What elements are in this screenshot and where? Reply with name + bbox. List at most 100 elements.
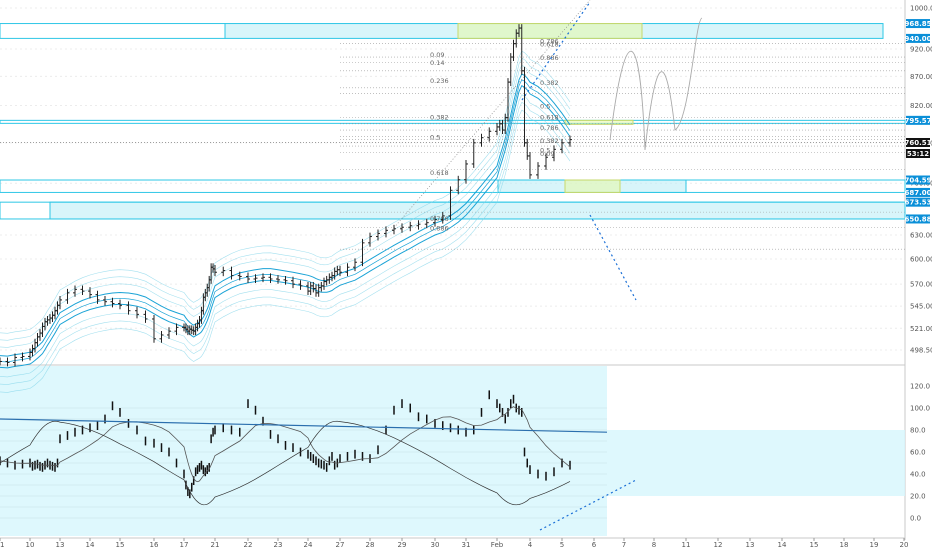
fib-label: 0.786 <box>540 38 559 46</box>
trendline-dotted <box>391 0 591 231</box>
time-tick-label: 23 <box>274 541 283 549</box>
time-tick-label: 4 <box>528 541 533 549</box>
envelope-band <box>0 109 571 393</box>
time-tick-label: 18 <box>840 541 849 549</box>
osc-tick-label: 100.0 <box>910 405 930 413</box>
price-badge-label: 940.00 <box>904 35 931 43</box>
time-tick-label: 11 <box>682 541 691 549</box>
envelope-band <box>0 57 571 341</box>
price-badge <box>906 19 930 29</box>
fib-label: 0.09 <box>540 150 554 158</box>
osc-zone-right <box>607 430 905 496</box>
price-badge-label: 53:12 <box>907 150 929 158</box>
fib-label: 0.618 <box>430 169 449 177</box>
highlight-zone-795 <box>564 119 634 125</box>
price-badge <box>906 214 930 224</box>
fib-label: 0.5 <box>430 134 440 142</box>
fib-label: 0.618 <box>540 40 559 48</box>
fib-label: 0.786 <box>540 124 559 132</box>
envelope-band <box>0 50 571 334</box>
zone-795 <box>0 119 906 124</box>
osc-signal-line <box>0 406 571 483</box>
time-tick-label: 8 <box>652 541 656 549</box>
projection-path <box>609 17 703 151</box>
price-tick-label: 521.00 <box>910 325 932 333</box>
price-badge <box>906 187 930 197</box>
osc-tick-label: 80.0 <box>910 427 926 435</box>
time-tick-label: 13 <box>56 541 65 549</box>
price-badge-label: 650.88 <box>904 215 931 223</box>
fib-label: 0.236 <box>430 77 449 85</box>
time-tick-label: 12 <box>714 541 723 549</box>
osc-zone-left <box>0 366 607 536</box>
time-tick-label: 27 <box>336 541 345 549</box>
price-tick-label: 600.00 <box>910 255 932 263</box>
price-badge <box>906 137 930 147</box>
price-badge <box>906 197 930 207</box>
price-tick-label: 498.50 <box>910 347 932 355</box>
price-badge-label: 687.00 <box>904 189 931 197</box>
time-tick-label: 10 <box>26 541 35 549</box>
envelope-band <box>0 101 571 385</box>
envelope-upper-core <box>0 73 571 357</box>
fib-label: 0.786 <box>430 215 449 223</box>
price-badge <box>906 33 930 43</box>
time-tick-label: 5 <box>560 541 564 549</box>
fib-label: 0.886 <box>430 224 449 232</box>
time-tick-label: 24 <box>304 541 313 549</box>
time-tick-label: 21 <box>0 541 4 549</box>
time-tick-label: 13 <box>746 541 755 549</box>
osc-trendline <box>0 418 608 433</box>
time-tick-label: 22 <box>244 541 253 549</box>
envelope-lower-core <box>0 85 571 369</box>
fib-label: 0.14 <box>430 59 444 67</box>
time-tick-label: 14 <box>86 541 95 549</box>
price-tick-label: 920.00 <box>910 45 932 53</box>
price-tick-label: 870.00 <box>910 73 932 81</box>
price-badge <box>906 115 930 125</box>
price-tick-label: 630.00 <box>910 231 932 239</box>
fib-label: 0.5 <box>540 147 550 155</box>
zone-704 <box>0 179 906 193</box>
envelope-band <box>0 94 571 378</box>
fib-label: 0.09 <box>430 51 444 59</box>
fib-label: 0.5 <box>540 102 550 110</box>
supply-zone-top-left <box>0 23 226 39</box>
osc-tick-label: 40.0 <box>910 471 926 479</box>
time-tick-label: 20 <box>900 541 909 549</box>
price-tick-label: 820.00 <box>910 102 932 110</box>
price-badge-label: 795.57 <box>904 117 931 125</box>
time-tick-label: Feb <box>491 541 504 549</box>
price-tick-label: 545.00 <box>910 303 932 311</box>
fib-label: 0.382 <box>430 113 449 121</box>
time-tick-label: 6 <box>592 541 597 549</box>
time-tick-label: 30 <box>431 541 440 549</box>
time-tick-label: 29 <box>398 541 407 549</box>
price-badge-label: 673.53 <box>904 199 931 207</box>
time-tick-label: 15 <box>116 541 125 549</box>
price-badge-label: 704.59 <box>904 177 931 185</box>
time-tick-label: 16 <box>150 541 159 549</box>
envelope-mid <box>0 79 571 363</box>
osc-tick-label: 120.0 <box>910 383 930 391</box>
time-tick-label: 15 <box>810 541 819 549</box>
osc-cycle-line <box>0 420 571 506</box>
price-tick-label: 570.00 <box>910 281 932 289</box>
osc-support-trendline <box>539 479 637 531</box>
osc-tick-label: 60.0 <box>910 449 926 457</box>
highlight-zone-top <box>457 23 643 39</box>
trendline-down <box>589 214 637 301</box>
price-badge <box>906 148 930 158</box>
time-tick-label: 21 <box>211 541 220 549</box>
envelope-band <box>0 64 571 348</box>
time-tick-label: 7 <box>622 541 626 549</box>
price-tick-label: 1000.00 <box>910 5 932 13</box>
fib-label: 0.382 <box>540 137 559 145</box>
time-tick-label: 31 <box>462 541 471 549</box>
highlight-zone-704 <box>564 179 621 193</box>
price-badge-label: 760.51 <box>904 139 931 147</box>
time-tick-label: 28 <box>366 541 375 549</box>
osc-tick-label: 20.0 <box>910 493 926 501</box>
